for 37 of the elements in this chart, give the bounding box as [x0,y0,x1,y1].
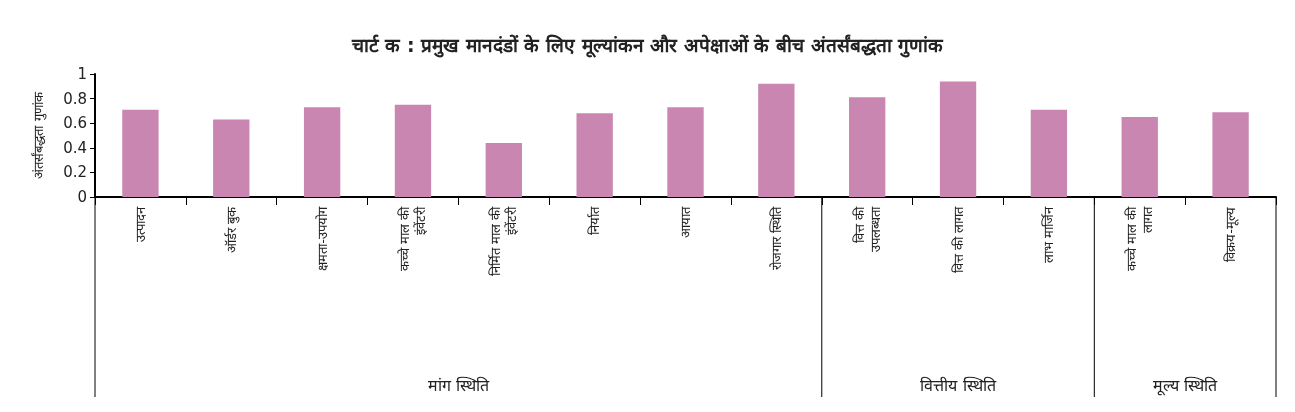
x-tick-label: क्षमता-उपयोग [314,206,330,271]
x-tick-label: वित्त की लागत [950,206,966,274]
chart-title: चार्ट क : प्रमुख मानदंडों के लिए मूल्यांकन और अपेक्षाओं के बीच अंतर्संबद्धता गुणांक [350,33,945,58]
text: मांग स्थिति [427,375,490,395]
bar [485,142,522,197]
x-tick-label: उत्पादन [132,206,148,242]
y-tick-label: 0.6 [63,114,87,133]
bar [667,107,704,197]
y-tick-label: 0.4 [63,138,87,157]
x-tick-label: आयात [678,206,693,238]
x-tick-label: निर्मित माल की इंवेंटरी [488,206,520,277]
y-tick-label: 0.2 [63,163,87,182]
x-tick-label: विक्रय-मूल्य [1223,207,1240,262]
x-tick-label: कच्चे माल की लागत [1124,206,1156,272]
bar [576,113,613,197]
y-tick-label: 1 [77,65,87,83]
bar [1121,117,1158,197]
x-tick-label: निर्यात [587,206,603,235]
text: वित्तीय स्थिति [920,375,997,395]
bar [1030,109,1068,197]
bar [394,104,432,197]
x-tick-label: ऑर्डर बुक [223,206,240,254]
x-tick-label: रोजगार स्थिति [768,206,784,271]
x-tick-label: कच्चे माल की इंवेंटरी [397,206,429,272]
y-tick-label: 0.8 [63,89,87,108]
bar [849,97,886,197]
text: मूल्य स्थिति [1153,375,1219,396]
bar [939,81,977,197]
bar [213,119,250,197]
x-tick-label: लाभ मार्जिन [1041,206,1057,264]
y-tick-label: 0 [77,188,87,206]
bar [122,109,159,197]
bar [758,83,795,197]
bar [303,107,341,197]
y-axis-title: अंतर्संबद्धता गुणांक [31,91,47,179]
x-tick-label: वित्त की उपलब्धता [851,206,883,252]
bar [1212,112,1249,197]
